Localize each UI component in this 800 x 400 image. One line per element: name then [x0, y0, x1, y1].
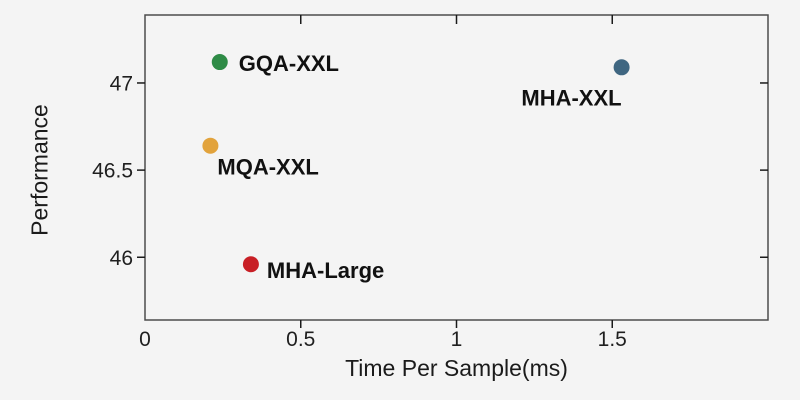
x-tick-label-1: 1: [451, 328, 463, 351]
data-point-mha-xxl: [613, 59, 630, 76]
y-axis-title: Performance: [26, 104, 53, 236]
x-tick-label-0: 0: [139, 328, 151, 351]
point-label-mha-large: MHA-Large: [267, 258, 384, 283]
x-axis-title: Time Per Sample(ms): [345, 355, 568, 381]
data-point-gqa-xxl: [211, 54, 228, 71]
point-label-mqa-xxl: MQA-XXL: [217, 155, 318, 180]
y-tick-label-47: 47: [110, 72, 133, 95]
point-label-mha-xxl: MHA-XXL: [521, 85, 621, 110]
x-tick-label-0-5: 0.5: [286, 328, 315, 351]
data-point-mqa-xxl: [202, 137, 219, 154]
x-tick-label-1-5: 1.5: [598, 328, 627, 351]
data-point-mha-large: [242, 256, 259, 273]
y-tick-label-46: 46: [110, 247, 133, 270]
point-label-gqa-xxl: GQA-XXL: [239, 51, 339, 76]
y-tick-label-46-5: 46.5: [92, 160, 133, 183]
